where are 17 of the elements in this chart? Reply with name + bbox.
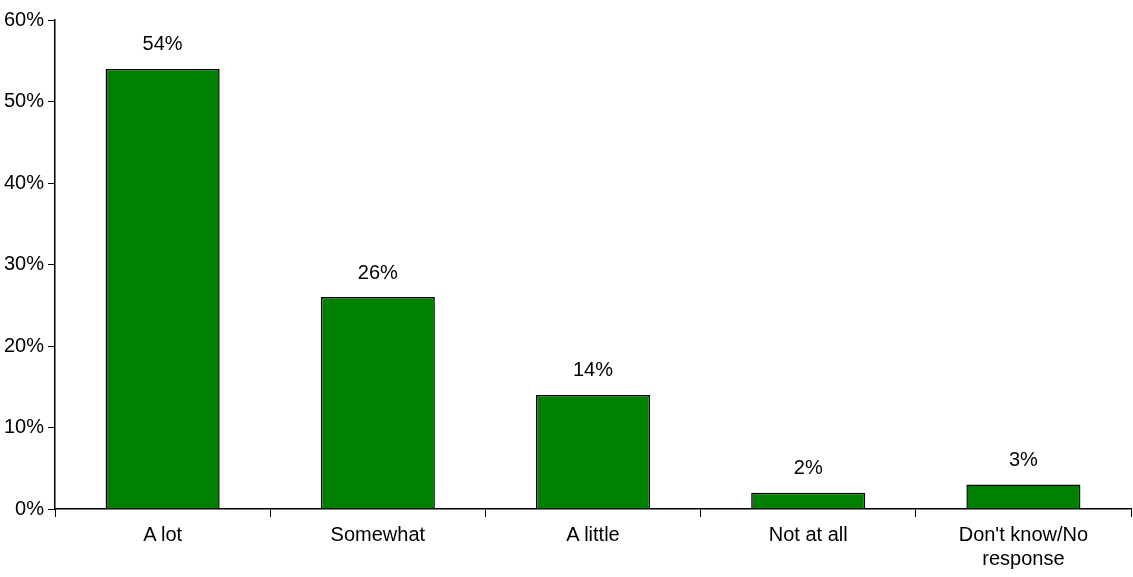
x-tick-label: Somewhat <box>330 522 426 545</box>
y-tick-label: 50% <box>4 89 45 112</box>
y-tick-label: 60% <box>4 7 45 30</box>
x-tick-label: A lot <box>143 522 183 545</box>
x-tick-label: A little <box>566 522 620 545</box>
data-label: 14% <box>573 358 614 381</box>
y-tick-label: 0% <box>15 496 45 519</box>
x-tick-label: Don't know/No response <box>958 522 1089 569</box>
y-tick-label: 10% <box>4 415 45 438</box>
x-tick-label: Not at all <box>768 522 848 545</box>
y-tick-label: 40% <box>4 170 45 193</box>
data-label: 3% <box>1008 448 1039 471</box>
data-label: 26% <box>357 260 399 283</box>
y-tick-label: 20% <box>4 333 45 356</box>
data-label: 2% <box>793 456 823 479</box>
y-tick-label: 30% <box>4 252 45 275</box>
data-label: 54% <box>142 32 183 55</box>
